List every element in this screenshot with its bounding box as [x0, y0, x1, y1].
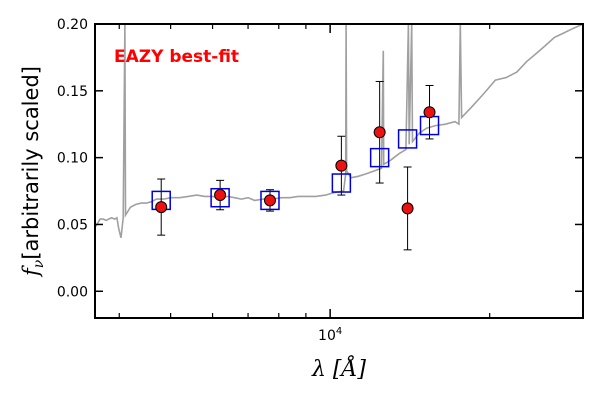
model-point	[331, 173, 352, 193]
observed-point	[373, 126, 386, 139]
x-tick-label-base: 10	[318, 328, 336, 344]
observed-point	[401, 202, 414, 215]
x-axis-label: λ [Å]	[311, 354, 366, 382]
template-spectrum-layer	[94, 23, 584, 238]
model-point	[260, 190, 280, 211]
template-spectrum-line	[94, 23, 584, 238]
y-tick-labels: 0.00 0.05 0.10 0.15 0.20	[57, 17, 88, 300]
errorbar-layer	[157, 80, 434, 251]
x-tick-label-exponent: 4	[336, 326, 342, 337]
y-tick-label: 0.05	[57, 217, 88, 233]
y-axis-label-subscript: ν	[31, 259, 47, 268]
y-tick-label: 0.15	[57, 84, 88, 100]
chart-annotation: EAZY best-fit	[114, 47, 239, 67]
y-tick-label: 0.20	[57, 17, 88, 33]
observed-point	[263, 194, 276, 207]
model-point	[210, 187, 230, 208]
model-point	[369, 147, 390, 168]
y-tick-label: 0.00	[57, 284, 88, 300]
y-axis-label-symbol: f	[19, 265, 43, 278]
observed-point	[155, 201, 168, 214]
y-tick-label: 0.10	[57, 151, 88, 167]
axis-ticks	[95, 23, 584, 318]
observed-photometry-layer	[155, 106, 436, 215]
observed-point	[335, 159, 348, 172]
observed-point	[214, 189, 227, 202]
plot-frame	[94, 23, 584, 319]
y-axis-label: fν[arbitrarily scaled]	[19, 66, 47, 278]
x-tick-label: 104	[318, 326, 342, 344]
model-point	[397, 129, 418, 149]
observed-point	[423, 106, 436, 119]
y-axis-label-text: [arbitrarily scaled]	[19, 66, 43, 260]
